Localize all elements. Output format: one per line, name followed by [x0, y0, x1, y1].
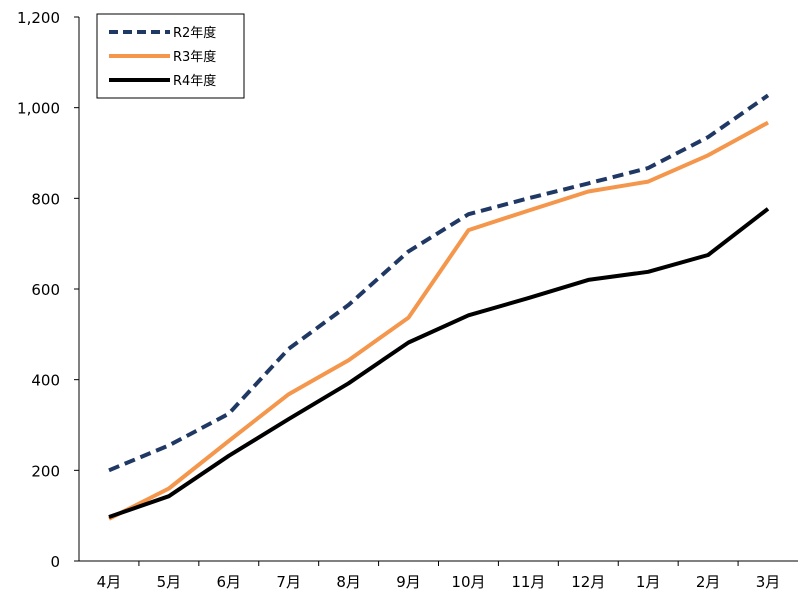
y-tick-label: 400	[31, 372, 60, 390]
y-tick-label: 600	[31, 281, 60, 299]
y-axis-ticks: 0 200 400 600 800 1,000 1,200	[17, 9, 79, 571]
y-tick-label: 1,200	[17, 9, 60, 27]
x-tick-label: 11月	[511, 573, 545, 591]
x-tick-label: 9月	[396, 573, 421, 591]
series-line-R2年度	[108, 93, 770, 473]
series-line-R4年度	[108, 207, 770, 519]
x-tick-label: 5月	[157, 573, 182, 591]
legend: R2年度 R3年度 R4年度	[96, 13, 245, 99]
x-axis-ticks: 4月 5月 6月 7月 8月 9月 10月 11月 12月 1月 2月 3月	[97, 561, 781, 591]
x-tick-label: 6月	[217, 573, 242, 591]
x-tick-label: 12月	[571, 573, 605, 591]
x-tick-label: 3月	[756, 573, 781, 591]
x-tick-label: 8月	[336, 573, 361, 591]
legend-label: R3年度	[173, 49, 216, 65]
x-tick-label: 4月	[97, 573, 122, 591]
y-tick-label: 200	[31, 462, 60, 480]
x-tick-label: 2月	[696, 573, 721, 591]
legend-label: R2年度	[173, 25, 216, 41]
series-lines	[108, 93, 770, 521]
x-tick-label: 7月	[276, 573, 301, 591]
axes	[78, 17, 798, 562]
y-tick-label: 0	[50, 553, 60, 571]
y-tick-label: 800	[31, 190, 60, 208]
x-tick-label: 1月	[636, 573, 661, 591]
legend-label: R4年度	[173, 73, 216, 89]
y-tick-label: 1,000	[17, 100, 60, 118]
x-tick-label: 10月	[451, 573, 485, 591]
series-line-R3年度	[108, 120, 769, 521]
